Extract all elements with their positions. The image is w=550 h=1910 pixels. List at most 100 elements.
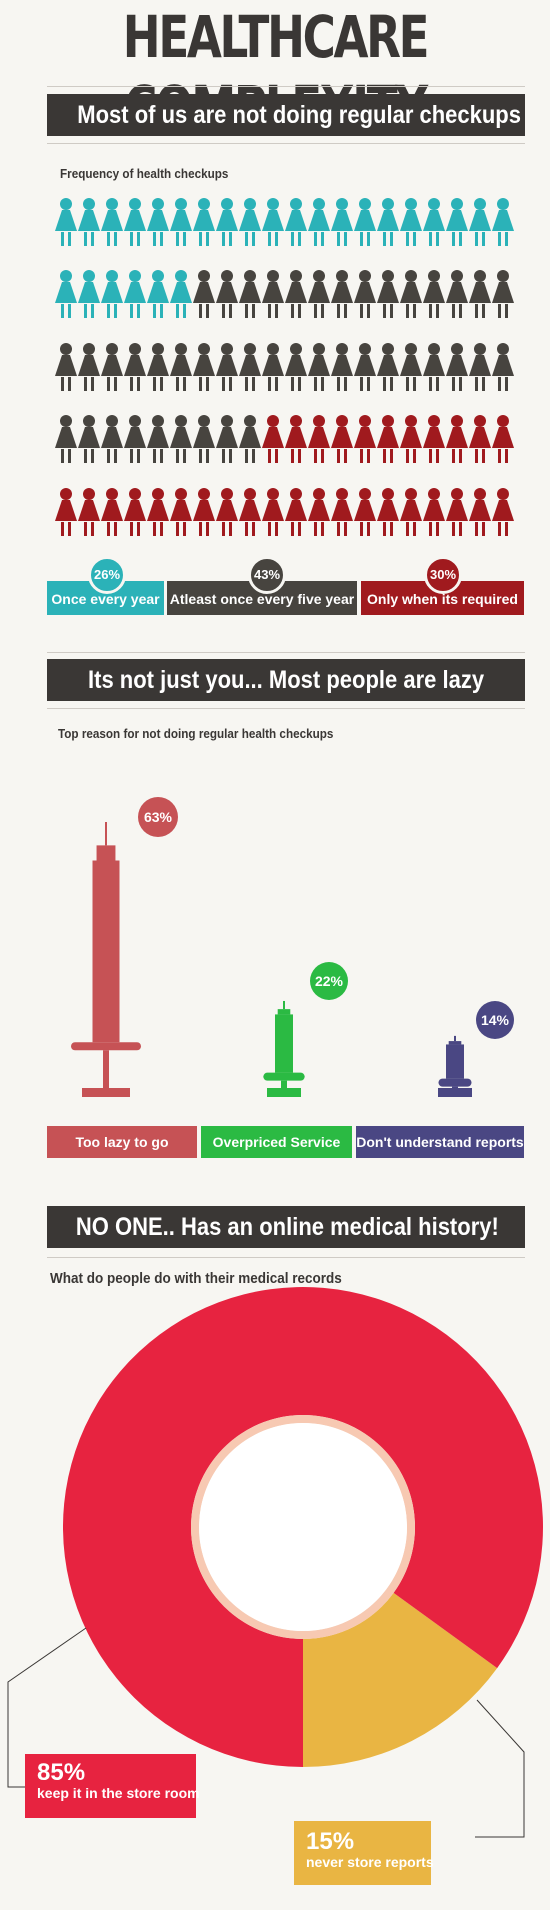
person-icon: [285, 343, 307, 391]
person-icon: [101, 270, 123, 318]
donut-chart: [7, 1287, 544, 1838]
person-icon: [377, 343, 399, 391]
pie-label-store-room: 85% keep it in the store room: [25, 1754, 200, 1818]
person-icon: [170, 343, 192, 391]
person-icon: [492, 270, 514, 318]
person-icon: [308, 198, 330, 246]
person-icon: [124, 198, 146, 246]
person-icon: [239, 415, 261, 463]
person-icon: [354, 270, 376, 318]
section1-subtitle: Frequency of health checkups: [60, 166, 229, 181]
person-icon: [377, 415, 399, 463]
section2-banner: Its not just you... Most people are lazy: [47, 659, 525, 701]
person-icon: [331, 415, 353, 463]
person-icon: [55, 270, 77, 318]
person-icon: [400, 415, 422, 463]
person-icon: [308, 270, 330, 318]
legend-percent-badge: 30%: [424, 556, 462, 594]
person-icon: [308, 415, 330, 463]
person-icon: [239, 198, 261, 246]
person-icon: [262, 198, 284, 246]
percent-badge-lazy: 63%: [138, 797, 178, 837]
person-icon: [446, 343, 468, 391]
person-icon: [101, 415, 123, 463]
person-icon: [377, 270, 399, 318]
person-icon: [308, 488, 330, 536]
person-icon: [239, 488, 261, 536]
person-icon: [124, 415, 146, 463]
syringe-icon: [438, 1035, 472, 1097]
person-icon: [55, 488, 77, 536]
percent-badge-reports: 14%: [476, 1001, 514, 1039]
person-icon: [78, 343, 100, 391]
person-icon: [78, 198, 100, 246]
person-icon: [285, 198, 307, 246]
person-icon: [216, 270, 238, 318]
person-icon: [423, 343, 445, 391]
person-icon: [354, 415, 376, 463]
person-icon: [147, 270, 169, 318]
person-icon: [193, 415, 215, 463]
person-icon: [400, 488, 422, 536]
person-icon: [400, 198, 422, 246]
person-icon: [331, 343, 353, 391]
divider: [47, 1257, 525, 1258]
syringe-icon: [71, 822, 141, 1097]
person-icon: [170, 488, 192, 536]
legend-once-every-year: Once every year: [47, 581, 164, 615]
person-icon: [492, 343, 514, 391]
divider: [47, 143, 525, 144]
legend-percent-badge: 26%: [88, 556, 126, 594]
divider: [47, 86, 525, 87]
person-icon: [262, 415, 284, 463]
person-icon: [216, 415, 238, 463]
person-icon: [469, 343, 491, 391]
person-icon: [147, 198, 169, 246]
person-icon: [262, 343, 284, 391]
person-icon: [423, 488, 445, 536]
legend-only-when-required: Only when its required: [361, 581, 524, 615]
person-icon: [469, 198, 491, 246]
person-icon: [124, 270, 146, 318]
person-icon: [400, 270, 422, 318]
pie-slice-never-store: [303, 1592, 498, 1767]
person-icon: [469, 488, 491, 536]
person-icon: [331, 488, 353, 536]
person-icon: [377, 198, 399, 246]
person-icon: [124, 488, 146, 536]
person-icon: [492, 198, 514, 246]
bar-label-lazy: Too lazy to go: [47, 1126, 197, 1158]
person-icon: [469, 270, 491, 318]
person-icon: [239, 343, 261, 391]
person-icon: [101, 343, 123, 391]
person-icon: [423, 415, 445, 463]
person-icon: [78, 270, 100, 318]
donut-inner-ring: [191, 1415, 415, 1639]
person-icon: [78, 488, 100, 536]
person-icon: [262, 488, 284, 536]
pie-slice-store-room: [63, 1287, 544, 1767]
leader-line: [475, 1699, 525, 1838]
person-icon: [492, 488, 514, 536]
person-icon: [216, 343, 238, 391]
pie-label-percent: 15%: [306, 1828, 355, 1855]
person-icon: [331, 198, 353, 246]
person-icon: [308, 343, 330, 391]
pictogram-grid: [55, 198, 514, 536]
person-icon: [423, 270, 445, 318]
pie-label-text: keep it in the store room: [37, 1785, 200, 1801]
person-icon: [354, 488, 376, 536]
person-icon: [377, 488, 399, 536]
person-icon: [170, 270, 192, 318]
section3-subtitle: What do people do with their medical rec…: [50, 1270, 342, 1287]
person-icon: [55, 198, 77, 246]
donut-hole: [199, 1423, 407, 1631]
person-icon: [101, 198, 123, 246]
section3-banner: NO ONE.. Has an online medical history!: [47, 1206, 525, 1248]
person-icon: [193, 343, 215, 391]
pie-label-never-store: 15% never store reports: [294, 1821, 434, 1885]
pie-label-percent: 85%: [37, 1759, 86, 1786]
person-icon: [285, 415, 307, 463]
legend-percent-badge: 43%: [248, 556, 286, 594]
divider: [47, 652, 525, 653]
